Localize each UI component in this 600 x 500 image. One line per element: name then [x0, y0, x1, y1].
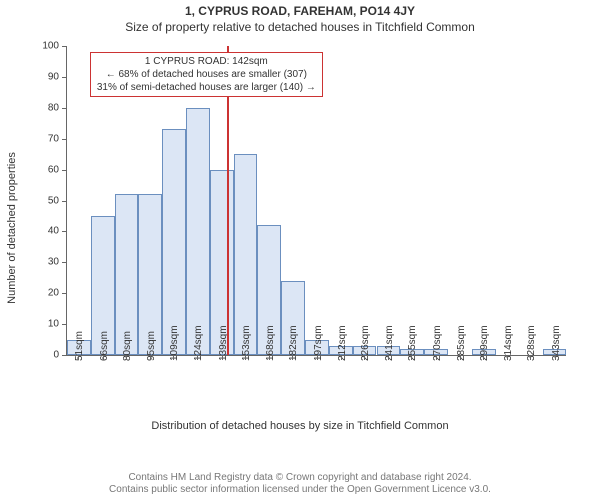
y-tick-label: 30 [48, 257, 59, 268]
footer-line1: Contains HM Land Registry data © Crown c… [0, 472, 600, 484]
x-tick [269, 355, 270, 360]
x-tick-label: 182sqm [288, 325, 299, 361]
x-tick [460, 355, 461, 360]
x-tick-label: 109sqm [169, 325, 180, 361]
x-tick [173, 355, 174, 360]
annotation-line2: ← 68% of detached houses are smaller (30… [97, 68, 316, 81]
histogram-bar [186, 108, 210, 355]
x-tick-label: 212sqm [337, 325, 348, 361]
x-tick [245, 355, 246, 360]
y-tick [62, 170, 67, 171]
x-tick [364, 355, 365, 360]
x-tick-label: 343sqm [551, 325, 562, 361]
x-tick [483, 355, 484, 360]
histogram-bar [162, 129, 186, 355]
y-tick [62, 201, 67, 202]
x-tick [388, 355, 389, 360]
x-tick [411, 355, 412, 360]
y-tick-label: 80 [48, 102, 59, 113]
x-tick-label: 285sqm [456, 325, 467, 361]
y-tick [62, 293, 67, 294]
y-tick-label: 0 [53, 350, 59, 361]
x-tick-label: 197sqm [313, 325, 324, 361]
y-tick-label: 70 [48, 133, 59, 144]
x-tick [530, 355, 531, 360]
x-tick [507, 355, 508, 360]
y-tick-label: 10 [48, 319, 59, 330]
x-tick-label: 328sqm [526, 325, 537, 361]
x-tick [126, 355, 127, 360]
y-tick [62, 324, 67, 325]
page-subtitle: Size of property relative to detached ho… [0, 20, 600, 34]
x-tick [78, 355, 79, 360]
x-tick-label: 226sqm [360, 325, 371, 361]
plot-area: 010203040506070809010051sqm66sqm80sqm95s… [66, 46, 566, 356]
x-tick-label: 80sqm [122, 331, 133, 361]
annotation-line1: 1 CYPRUS ROAD: 142sqm [97, 55, 316, 68]
page-title: 1, CYPRUS ROAD, FAREHAM, PO14 4JY [0, 4, 600, 18]
y-tick-label: 40 [48, 226, 59, 237]
x-tick [103, 355, 104, 360]
x-tick-label: 255sqm [407, 325, 418, 361]
annotation-line3: 31% of semi-detached houses are larger (… [97, 81, 316, 94]
x-tick-label: 51sqm [74, 331, 85, 361]
y-tick-label: 50 [48, 195, 59, 206]
x-tick [436, 355, 437, 360]
y-tick-label: 100 [42, 41, 59, 52]
x-tick-label: 270sqm [432, 325, 443, 361]
x-tick-label: 314sqm [503, 325, 514, 361]
footer: Contains HM Land Registry data © Crown c… [0, 472, 600, 496]
x-tick [317, 355, 318, 360]
y-tick [62, 108, 67, 109]
x-tick [555, 355, 556, 360]
annotation-box: 1 CYPRUS ROAD: 142sqm← 68% of detached h… [90, 52, 323, 97]
y-tick-label: 90 [48, 71, 59, 82]
x-tick-label: 241sqm [384, 325, 395, 361]
x-tick-label: 299sqm [479, 325, 490, 361]
footer-line2: Contains public sector information licen… [0, 484, 600, 496]
x-tick-label: 124sqm [193, 325, 204, 361]
y-tick [62, 262, 67, 263]
y-tick [62, 46, 67, 47]
y-tick [62, 355, 67, 356]
y-tick-label: 60 [48, 164, 59, 175]
y-tick [62, 231, 67, 232]
x-tick-label: 66sqm [99, 331, 110, 361]
x-axis-title: Distribution of detached houses by size … [0, 420, 600, 432]
x-tick [222, 355, 223, 360]
x-tick [341, 355, 342, 360]
chart-container: Number of detached properties 0102030405… [20, 38, 580, 418]
x-tick-label: 168sqm [265, 325, 276, 361]
y-tick [62, 139, 67, 140]
x-tick [197, 355, 198, 360]
y-tick-label: 20 [48, 288, 59, 299]
x-tick-label: 153sqm [241, 325, 252, 361]
x-tick [150, 355, 151, 360]
y-axis-title: Number of detached properties [6, 152, 18, 304]
y-tick [62, 77, 67, 78]
x-tick-label: 95sqm [146, 331, 157, 361]
x-tick [292, 355, 293, 360]
